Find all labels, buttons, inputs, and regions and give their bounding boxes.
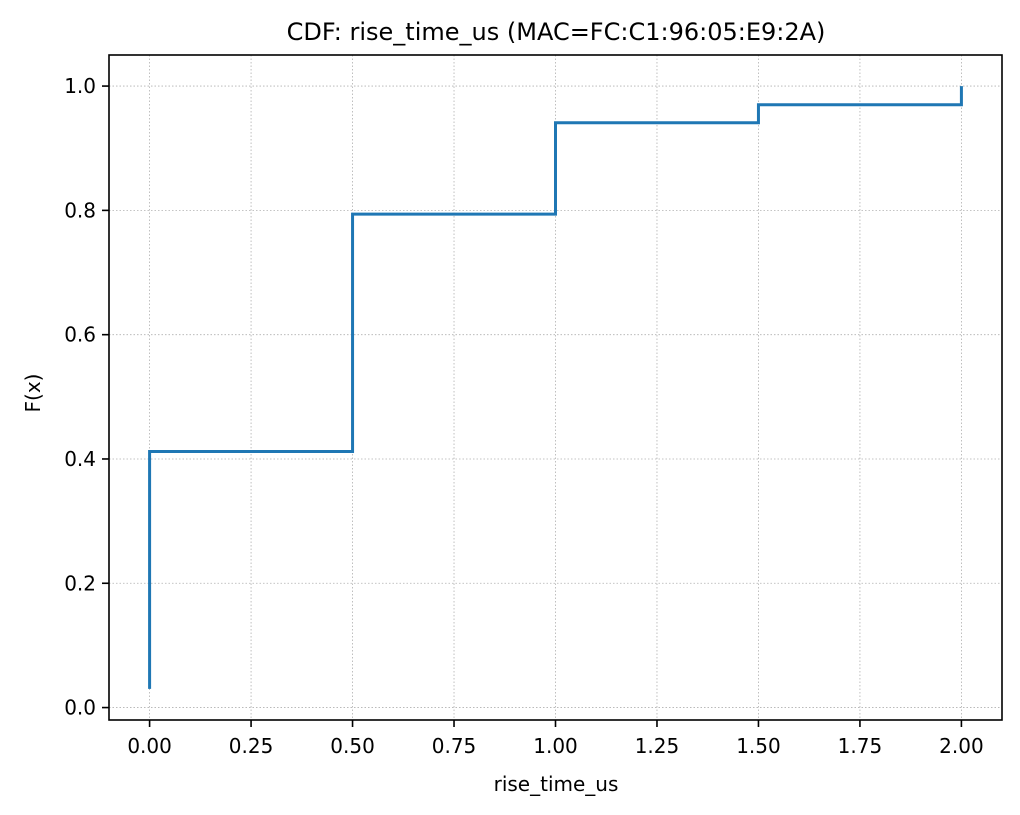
y-tick-label: 0.0 [64, 696, 96, 720]
x-tick-label: 0.75 [432, 734, 477, 758]
x-axis-ticks: 0.00 0.25 0.50 0.75 1.00 1.25 1.50 1.75 2.00 [127, 720, 984, 758]
y-axis-title: F(x) [21, 374, 45, 413]
y-tick-label: 0.8 [64, 198, 96, 222]
x-tick-label: 1.75 [838, 734, 883, 758]
chart-title: CDF: rise_time_us (MAC=FC:C1:96:05:E9:2A… [287, 18, 826, 46]
x-tick-label: 0.50 [330, 734, 375, 758]
x-tick-label: 2.00 [939, 734, 984, 758]
x-tick-label: 0.00 [127, 734, 172, 758]
y-tick-label: 0.6 [64, 323, 96, 347]
grid [109, 55, 1002, 720]
x-tick-label: 1.00 [533, 734, 578, 758]
y-tick-label: 0.2 [64, 571, 96, 595]
x-axis-title: rise_time_us [494, 772, 619, 796]
y-tick-label: 0.4 [64, 447, 96, 471]
x-tick-label: 1.50 [736, 734, 781, 758]
y-axis-ticks: 0.0 0.2 0.4 0.6 0.8 1.0 [64, 74, 109, 720]
x-tick-label: 0.25 [229, 734, 274, 758]
series-layer [148, 86, 963, 689]
cdf-step-line [148, 86, 963, 689]
y-tick-label: 1.0 [64, 74, 96, 98]
x-tick-label: 1.25 [635, 734, 680, 758]
